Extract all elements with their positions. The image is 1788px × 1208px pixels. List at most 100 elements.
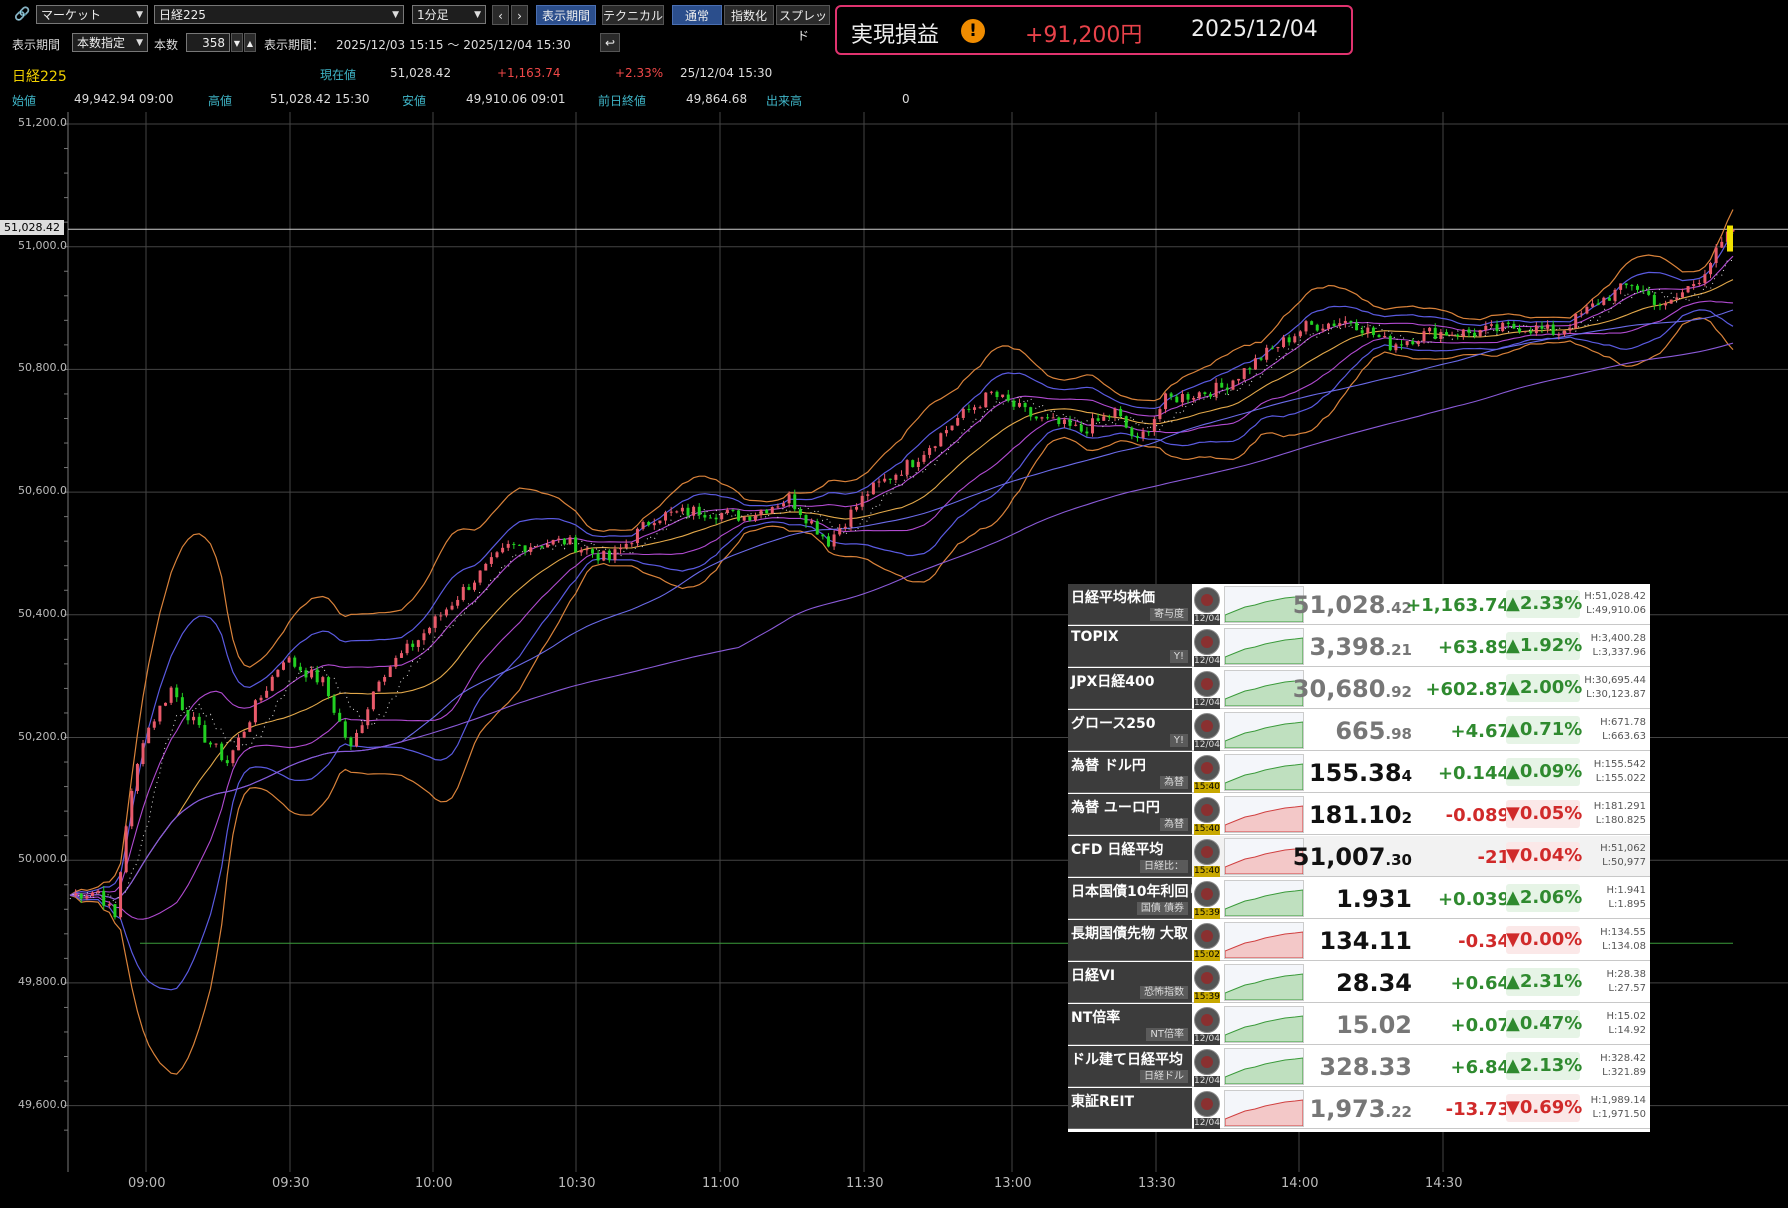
sparkline-graph xyxy=(1224,595,1304,623)
watchlist-name-cell[interactable]: 日経VI 恐怖指数 xyxy=(1068,962,1192,1003)
price-chart[interactable] xyxy=(0,112,1788,1208)
record-icon[interactable] xyxy=(1194,839,1220,865)
watchlist-sub-button[interactable]: 恐怖指数 xyxy=(1140,986,1188,999)
candle-body xyxy=(186,709,190,721)
watchlist-name-cell[interactable]: 日経平均株価 寄与度 xyxy=(1068,584,1192,625)
spread-button[interactable]: スプレッド xyxy=(776,5,830,43)
watchlist-name-cell[interactable]: 日本国債10年利回り 国債 債券 xyxy=(1068,878,1202,919)
market-select[interactable]: マーケット ▼ xyxy=(36,5,148,24)
candle-body xyxy=(1310,321,1314,325)
watchlist-sub-button[interactable]: 為替 xyxy=(1160,776,1188,789)
candle-body xyxy=(1298,331,1302,337)
record-icon[interactable] xyxy=(1194,1007,1220,1033)
watchlist-name-cell[interactable]: グロース250 Y! xyxy=(1068,710,1192,751)
candle-body xyxy=(512,543,516,545)
watchlist-sub-button[interactable]: Y! xyxy=(1169,734,1188,747)
watchlist-row[interactable]: CFD 日経平均 日経比： 15:40 51,007.30 -21 ▼0.04% H:51,… xyxy=(1068,836,1650,877)
watchlist-sub-button[interactable]: NT倍率 xyxy=(1146,1028,1188,1041)
record-icon[interactable] xyxy=(1194,713,1220,739)
candle-body xyxy=(388,666,392,677)
watchlist-name-cell[interactable]: JPX日経400 xyxy=(1068,668,1192,709)
technical-button[interactable]: テクニカル xyxy=(602,5,664,25)
watchlist-row[interactable]: NT倍率 NT倍率 12/04 15.02 +0.07 ▲0.47% H:15.02 L:14… xyxy=(1068,1004,1650,1045)
alert-icon[interactable]: ! xyxy=(961,19,985,43)
candle-body xyxy=(422,633,426,641)
sparkline-graph xyxy=(1224,721,1304,749)
reset-range-button[interactable]: ↩ xyxy=(600,33,620,52)
record-icon[interactable] xyxy=(1194,965,1220,991)
record-icon[interactable] xyxy=(1194,797,1220,823)
count-up-button[interactable]: ▲ xyxy=(244,33,256,52)
count-input[interactable]: 358 xyxy=(186,33,230,52)
low-label: 安値 xyxy=(402,94,427,108)
index-button[interactable]: 指数化 xyxy=(724,5,774,25)
watchlist-sub-button[interactable]: 日経比： xyxy=(1140,860,1188,873)
watchlist-row[interactable]: TOPIX Y! 12/04 3,398.21 +63.89 ▲1.92% H:3,400.… xyxy=(1068,626,1650,667)
candle-body xyxy=(860,495,864,507)
count-down-button[interactable]: ▼ xyxy=(231,33,243,52)
candle-body xyxy=(759,509,763,516)
watchlist-row[interactable]: 東証REIT 12/04 1,973.22 -13.73 ▼0.69% H:1,989.1… xyxy=(1068,1088,1650,1129)
record-icon[interactable] xyxy=(1194,587,1220,613)
symbol-select[interactable]: 日経225 ▼ xyxy=(154,5,404,24)
record-icon[interactable] xyxy=(1194,923,1220,949)
watchlist-name-cell[interactable]: 為替 ユーロ円 為替 xyxy=(1068,794,1192,835)
watchlist-name-cell[interactable]: CFD 日経平均 日経比： xyxy=(1068,836,1192,877)
candle-body xyxy=(1591,303,1595,307)
candle-body xyxy=(1012,400,1016,407)
watchlist-time: 15:40 xyxy=(1194,866,1220,877)
candle-body xyxy=(1652,294,1656,305)
candle-body xyxy=(1619,283,1623,290)
timeframe-select[interactable]: 1分足 ▼ xyxy=(412,5,486,24)
watchlist-row[interactable]: 日経平均株価 寄与度 12/04 51,028.42 +1,163.74 ▲2.33% H:… xyxy=(1068,584,1650,625)
candle-body xyxy=(1579,313,1583,315)
watchlist-row[interactable]: 為替 ユーロ円 為替 15:40 181.102 -0.089 ▼0.05% H:181.2… xyxy=(1068,794,1650,835)
record-icon[interactable] xyxy=(1194,629,1220,655)
watchlist-name-cell[interactable]: ドル建て日経平均 日経ドル xyxy=(1068,1046,1192,1087)
record-icon[interactable] xyxy=(1194,1049,1220,1075)
period-button[interactable]: 表示期間 xyxy=(536,5,596,25)
watchlist-name-cell[interactable]: TOPIX Y! xyxy=(1068,626,1192,667)
candle-body xyxy=(1546,324,1550,329)
watchlist-name-cell[interactable]: 長期国債先物 大取 xyxy=(1068,920,1192,961)
candle-body xyxy=(270,676,274,691)
watchlist-row[interactable]: 日本国債10年利回り 国債 債券 15:39 1.931 +0.039 ▲2.06% H:1… xyxy=(1068,878,1650,919)
candle-body xyxy=(1001,394,1005,398)
record-icon[interactable] xyxy=(1194,671,1220,697)
watchlist-row[interactable]: ドル建て日経平均 日経ドル 12/04 328.33 +6.84 ▲2.13% H:328.… xyxy=(1068,1046,1650,1087)
sparkline-graph xyxy=(1224,805,1304,833)
watchlist-high-low: H:28.38 L:27.57 xyxy=(1606,968,1646,996)
watchlist-high: H:28.38 xyxy=(1606,969,1646,980)
candle-body xyxy=(562,538,566,545)
watchlist-row[interactable]: グロース250 Y! 12/04 665.98 +4.67 ▲0.71% H:671.78 L… xyxy=(1068,710,1650,751)
prev-button[interactable]: ‹ xyxy=(492,5,509,25)
watchlist-high: H:51,062 xyxy=(1600,843,1646,854)
watchlist-sub-button[interactable]: 日経ドル xyxy=(1140,1070,1188,1083)
candle-body xyxy=(310,669,314,678)
watchlist-name-cell[interactable]: 為替 ドル円 為替 xyxy=(1068,752,1192,793)
watchlist-name-cell[interactable]: 東証REIT xyxy=(1068,1088,1192,1129)
watchlist-row[interactable]: 為替 ドル円 為替 15:40 155.384 +0.144 ▲0.09% H:155.54… xyxy=(1068,752,1650,793)
watchlist-name-cell[interactable]: NT倍率 NT倍率 xyxy=(1068,1004,1192,1045)
candle-body xyxy=(1703,274,1707,283)
watchlist-row[interactable]: JPX日経400 12/04 30,680.92 +602.87 ▲2.00% H:30,… xyxy=(1068,668,1650,709)
candle-body xyxy=(1209,393,1213,397)
watchlist-sub-button[interactable]: 為替 xyxy=(1160,818,1188,831)
period-mode-select[interactable]: 本数指定 ▼ xyxy=(72,33,148,52)
watchlist-row[interactable]: 日経VI 恐怖指数 15:39 28.34 +0.64 ▲2.31% H:28.38 L:27… xyxy=(1068,962,1650,1003)
candle-body xyxy=(658,520,662,524)
normal-button[interactable]: 通常 xyxy=(672,5,722,25)
watchlist-sub-button[interactable]: Y! xyxy=(1169,650,1188,663)
next-button[interactable]: › xyxy=(511,5,528,25)
candle-body xyxy=(871,482,875,495)
watchlist-row[interactable]: 長期国債先物 大取 15:02 134.11 -0.34 ▼0.00% H:134.55 L… xyxy=(1068,920,1650,961)
record-icon[interactable] xyxy=(1194,755,1220,781)
sparkline-graph xyxy=(1224,889,1304,917)
watchlist-sub-button[interactable]: 寄与度 xyxy=(1150,608,1188,621)
link-icon[interactable]: 🔗 xyxy=(14,7,31,22)
sparkline xyxy=(1224,1090,1304,1127)
x-tick-label: 10:00 xyxy=(415,1176,453,1191)
watchlist-sub-button[interactable]: 国債 債券 xyxy=(1136,902,1188,915)
record-icon[interactable] xyxy=(1194,881,1220,907)
record-icon[interactable] xyxy=(1194,1091,1220,1117)
